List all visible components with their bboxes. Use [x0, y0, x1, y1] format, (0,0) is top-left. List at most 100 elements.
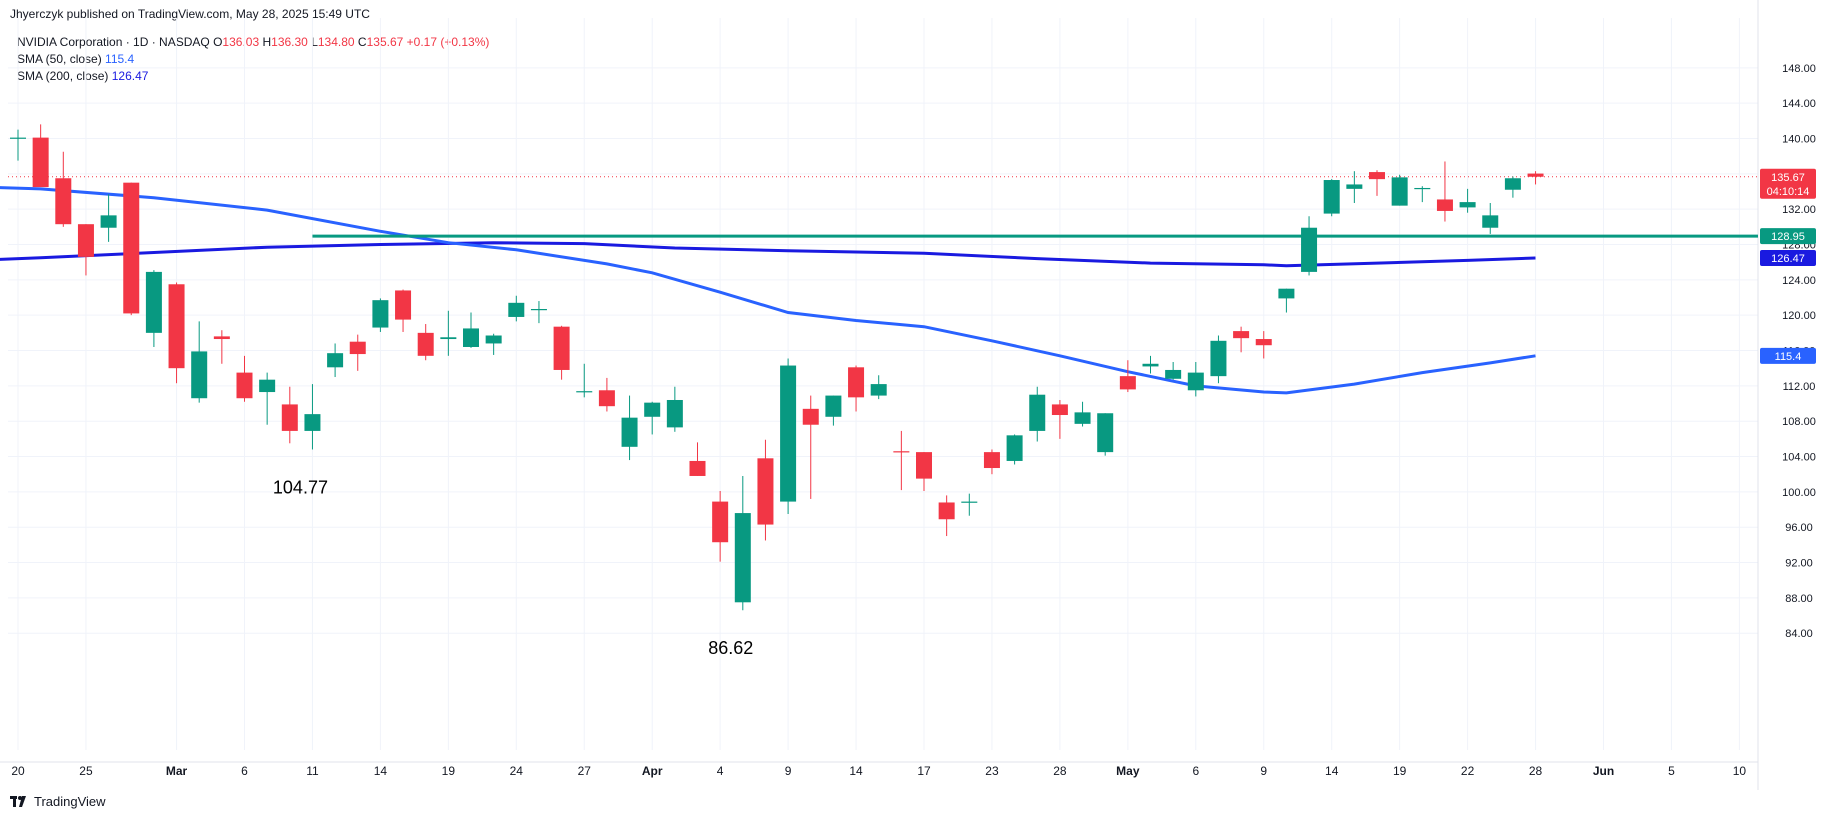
candle[interactable] [327, 343, 344, 378]
candle[interactable] [938, 495, 955, 537]
x-tick-label: 9 [785, 764, 792, 778]
candle[interactable] [983, 449, 1000, 475]
candle[interactable] [1459, 188, 1476, 213]
candle[interactable] [870, 375, 887, 400]
candle[interactable] [485, 333, 502, 355]
low-annotation[interactable]: 86.62 [708, 638, 753, 658]
candle[interactable] [780, 358, 797, 514]
publisher-credit: Jhyerczyk published on TradingView.com, … [10, 7, 370, 21]
x-tick-label: 4 [717, 764, 724, 778]
candle[interactable] [1301, 216, 1318, 276]
candle[interactable] [1006, 434, 1023, 465]
candle[interactable] [1210, 335, 1227, 384]
candle[interactable] [10, 129, 26, 161]
candle[interactable] [1504, 176, 1521, 198]
candle[interactable] [802, 395, 819, 499]
candle[interactable] [259, 372, 276, 425]
candle-body [1165, 369, 1182, 379]
candle[interactable] [644, 401, 661, 435]
candle[interactable] [1142, 355, 1159, 374]
candle-body [32, 137, 49, 188]
candle[interactable] [553, 325, 570, 380]
candle[interactable] [1346, 171, 1363, 203]
x-tick-label: 17 [917, 764, 931, 778]
candle[interactable] [825, 395, 842, 426]
symbol-title[interactable]: NVIDIA Corporation · 1D · NASDAQ [17, 35, 210, 49]
candle[interactable] [372, 298, 389, 332]
price-chart[interactable]: 104.77 86.62 84.00 88.00 92.00 96.00 100.00 10… [0, 0, 1835, 790]
candle[interactable] [191, 321, 208, 403]
candle[interactable] [508, 295, 525, 322]
candle-body [191, 351, 208, 399]
candle[interactable] [77, 224, 94, 276]
candle[interactable] [1255, 331, 1272, 359]
candle-body [372, 300, 389, 328]
x-tick-label: 28 [1529, 764, 1543, 778]
candle[interactable] [395, 289, 412, 332]
candle[interactable] [1165, 362, 1182, 380]
candle-body [644, 402, 661, 417]
y-axis-labels: 84.00 88.00 92.00 96.00 100.00 104.00 108.00 11… [1782, 63, 1816, 640]
candle-body [1323, 180, 1340, 214]
candle[interactable] [666, 386, 683, 432]
candle[interactable] [349, 334, 366, 371]
price-label-text: 135.67 [1771, 172, 1805, 184]
candle-body [893, 451, 910, 453]
candle[interactable] [123, 182, 140, 316]
candle-body [530, 309, 547, 311]
candle[interactable] [304, 384, 321, 450]
candle[interactable] [1074, 401, 1091, 427]
candle-body [1459, 202, 1476, 208]
candle-body [666, 399, 683, 428]
candle[interactable] [1187, 362, 1204, 397]
candle[interactable] [1391, 174, 1408, 206]
candle[interactable] [55, 151, 72, 227]
candle[interactable] [417, 324, 434, 361]
candle[interactable] [440, 310, 457, 356]
candle[interactable] [530, 301, 547, 324]
candle[interactable] [463, 312, 479, 348]
x-tick-label: 14 [1325, 764, 1339, 778]
candle[interactable] [689, 442, 706, 476]
candle[interactable] [1414, 186, 1431, 203]
candle[interactable] [145, 270, 162, 347]
candle[interactable] [734, 475, 751, 611]
candle[interactable] [281, 386, 298, 444]
candle[interactable] [1029, 386, 1046, 442]
sma50-row[interactable]: SMA (50, close) 115.4 [17, 51, 489, 68]
candle[interactable] [598, 377, 615, 412]
candle[interactable] [1482, 202, 1499, 234]
candle[interactable] [621, 395, 638, 461]
candle[interactable] [961, 493, 978, 516]
candle[interactable] [32, 124, 49, 188]
candle[interactable] [100, 194, 117, 242]
candle-body [213, 336, 230, 340]
candle[interactable] [1097, 413, 1114, 456]
low-annotation[interactable]: 104.77 [273, 478, 328, 498]
candle[interactable] [757, 439, 774, 541]
candle[interactable] [236, 355, 253, 402]
candle[interactable] [1527, 171, 1544, 185]
candle[interactable] [1233, 326, 1250, 353]
candle[interactable] [893, 430, 910, 491]
candle[interactable] [1323, 179, 1340, 217]
candle-body [463, 328, 479, 347]
candle[interactable] [1119, 360, 1136, 393]
candle[interactable] [168, 282, 185, 384]
candle[interactable] [848, 365, 865, 412]
candle[interactable] [916, 452, 932, 491]
candle-body [55, 178, 72, 225]
price-label-bg [1760, 228, 1816, 245]
candle[interactable] [1436, 161, 1453, 222]
candle[interactable] [1278, 288, 1295, 313]
candle[interactable] [1369, 170, 1385, 196]
candle[interactable] [576, 363, 593, 398]
x-tick-label: Mar [166, 764, 188, 778]
candle[interactable] [213, 330, 230, 364]
candle[interactable] [712, 490, 729, 562]
candle[interactable] [1051, 399, 1068, 439]
low-value: 134.80 [317, 35, 355, 49]
candle-body [621, 417, 638, 447]
candle-body [689, 460, 706, 476]
footer-brand[interactable]: TradingView [10, 794, 106, 809]
